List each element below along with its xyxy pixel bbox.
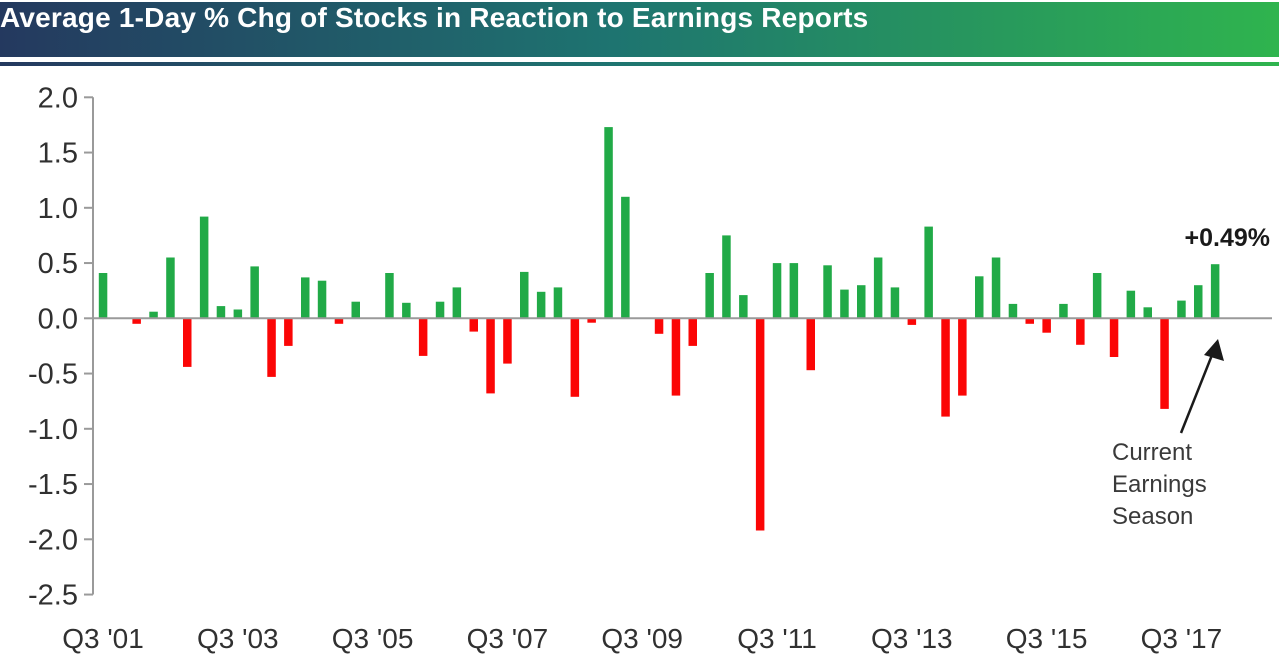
bar-Q2 '15 bbox=[1025, 318, 1034, 324]
bar-Q3 '14 bbox=[975, 276, 984, 319]
bar-Q3 '08 bbox=[570, 318, 580, 397]
y-tick-label: 1.5 bbox=[38, 138, 78, 170]
bar-Q4 '09 bbox=[654, 318, 664, 334]
bar-Q2 '11 bbox=[755, 318, 765, 531]
bar-Q1 '12 bbox=[806, 318, 815, 371]
bar-Q1 '08 bbox=[536, 291, 546, 319]
x-tick-label: Q3 '13 bbox=[871, 623, 953, 654]
bar-Q4 '17 bbox=[1194, 285, 1203, 319]
bar-Q2 '14 bbox=[958, 318, 967, 396]
bar-Q2 '10 bbox=[688, 318, 697, 346]
bar-Q2 '09 bbox=[621, 196, 630, 319]
bar-Q3 '03 bbox=[233, 309, 243, 319]
bar-Q1 '07 bbox=[469, 318, 478, 332]
bar-Q1 '10 bbox=[671, 318, 681, 396]
bar-Q1 '15 bbox=[1008, 303, 1018, 319]
bar-Q1 '11 bbox=[739, 295, 748, 319]
axis-labels: 2.0 1.5 1.0 0.5 0.0 -0.5 -1.0 -1.5 -2.0 -2.5 Q3 '0… bbox=[28, 82, 1222, 654]
bar-Q3 '13 bbox=[907, 318, 917, 325]
x-tick-label: Q3 '01 bbox=[62, 623, 144, 654]
bar-Q4 '14 bbox=[991, 257, 1001, 319]
bar-Q3 '10 bbox=[705, 273, 714, 319]
last-bar-value-label: +0.49% bbox=[1184, 224, 1271, 252]
title-accent-strip bbox=[0, 62, 1279, 66]
bar-Q1 '05 bbox=[334, 318, 344, 324]
bar-Q1 '02 bbox=[132, 318, 141, 324]
bar-Q3 '01 bbox=[98, 273, 108, 319]
x-tick-label: Q3 '09 bbox=[601, 623, 683, 654]
y-tick-label: -2.5 bbox=[28, 580, 78, 612]
y-tick-label: -1.5 bbox=[28, 469, 78, 501]
bar-Q2 '04 bbox=[284, 318, 293, 346]
y-tick-label: 0.0 bbox=[38, 303, 78, 335]
title-bar: Average 1-Day % Chg of Stocks in Reactio… bbox=[0, 2, 1279, 57]
bar-Q2 '13 bbox=[890, 287, 900, 319]
y-tick-label: -0.5 bbox=[28, 359, 78, 391]
bar-Q3 '06 bbox=[435, 301, 445, 319]
x-tick-label: Q3 '05 bbox=[332, 623, 414, 654]
bar-Q2 '03 bbox=[216, 306, 226, 319]
bar-Q4 '05 bbox=[385, 273, 394, 319]
x-tick-label: Q3 '15 bbox=[1006, 623, 1088, 654]
bar-series bbox=[98, 127, 1220, 531]
x-tick-label: Q3 '11 bbox=[737, 623, 817, 654]
bar-Q1 '06 bbox=[402, 302, 411, 319]
bar-Q1 '16 bbox=[1076, 318, 1085, 345]
bar-Q2 '12 bbox=[823, 265, 832, 319]
y-tick-label: 1.0 bbox=[38, 193, 78, 225]
bar-Q2 '07 bbox=[486, 318, 495, 394]
y-tick-label: 0.5 bbox=[38, 248, 78, 280]
bar-Q3 '02 bbox=[166, 257, 175, 319]
bar-Q3 '16 bbox=[1109, 318, 1119, 357]
bar-Q1 '14 bbox=[941, 318, 950, 417]
bar-Q2 '02 bbox=[149, 311, 158, 319]
bar-Q2 '06 bbox=[418, 318, 428, 356]
bar-Q2 '08 bbox=[553, 287, 563, 319]
bar-Q3 '15 bbox=[1042, 318, 1051, 333]
bar-Q4 '13 bbox=[924, 226, 933, 319]
bar-Q3 '12 bbox=[840, 289, 849, 319]
current-earnings-season-label: Current Earnings Season bbox=[1112, 439, 1207, 530]
y-tick-label: -2.0 bbox=[28, 524, 78, 556]
bar-Q4 '08 bbox=[587, 318, 596, 323]
bar-Q1 '13 bbox=[873, 257, 883, 319]
bar-Q3 '04 bbox=[301, 277, 310, 319]
bar-Q4 '11 bbox=[789, 263, 799, 319]
axes bbox=[84, 96, 1272, 596]
bar-Q4 '12 bbox=[857, 285, 866, 319]
bar-Q4 '07 bbox=[520, 271, 529, 319]
y-tick-label: 2.0 bbox=[38, 82, 78, 114]
bar-Q1 '03 bbox=[199, 216, 209, 319]
bar-Q4 '15 bbox=[1059, 303, 1068, 319]
bar-Q3 '11 bbox=[772, 263, 782, 319]
bar-Current bbox=[1210, 264, 1220, 319]
chart-title: Average 1-Day % Chg of Stocks in Reactio… bbox=[0, 2, 869, 33]
bar-Q2 '05 bbox=[351, 301, 360, 319]
bar-Q4 '10 bbox=[722, 235, 731, 319]
y-tick-label: -1.0 bbox=[28, 414, 78, 446]
bar-Q4 '06 bbox=[452, 287, 462, 319]
bar-Q4 '04 bbox=[317, 280, 327, 319]
bar-Q1 '04 bbox=[267, 318, 276, 377]
bar-Q4 '16 bbox=[1126, 290, 1136, 319]
bar-Q3 '07 bbox=[503, 318, 512, 364]
x-tick-label: Q3 '17 bbox=[1141, 623, 1223, 654]
bar-Q1 '17 bbox=[1143, 307, 1152, 319]
bar-Q1 '09 bbox=[604, 127, 613, 319]
annotation-arrow bbox=[1179, 339, 1224, 434]
bar-Q4 '03 bbox=[250, 266, 259, 319]
x-tick-label: Q3 '07 bbox=[467, 623, 549, 654]
bar-Q2 '16 bbox=[1092, 273, 1102, 319]
bar-Q3 '17 bbox=[1177, 300, 1186, 319]
bar-Q2 '17 bbox=[1160, 318, 1169, 409]
x-tick-label: Q3 '03 bbox=[197, 623, 279, 654]
bar-Q4 '02 bbox=[183, 318, 192, 367]
